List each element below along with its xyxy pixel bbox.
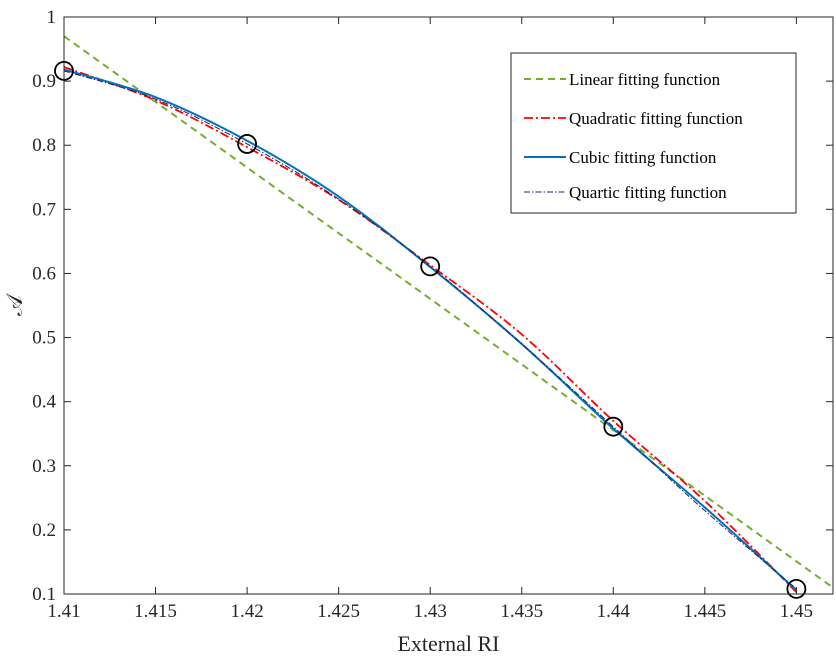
x-axis: 1.41 1.415 1.42 1.425 1.43 1.435 1.44 1.445 1.45 [47, 17, 813, 622]
y-tick-label: 0.3 [32, 456, 56, 477]
x-tick-label: 1.415 [134, 601, 177, 622]
legend-box [510, 52, 797, 214]
y-axis: 0.1 0.2 0.3 0.4 0.5 0.6 0.7 0.8 0.9 1 [32, 7, 833, 605]
x-tick-label: 1.43 [414, 601, 447, 622]
x-tick-label: 1.44 [597, 601, 631, 622]
x-axis-title: External RI [397, 631, 499, 656]
series-line-linear-fitting-function [63, 35, 834, 589]
y-tick-label: 0.9 [32, 71, 56, 92]
series-line-cubic-fitting-function [63, 68, 798, 591]
y-tick-label: 0.1 [32, 584, 56, 605]
y-tick-label: 0.2 [32, 520, 56, 541]
x-tick-label: 1.42 [230, 601, 263, 622]
y-tick-label: 0.4 [32, 392, 56, 413]
y-tick-label: 0.8 [32, 135, 56, 156]
data-point-marker [237, 134, 257, 154]
legend-label: Quadratic fitting function [569, 109, 743, 128]
x-tick-label: 1.445 [683, 601, 726, 622]
legend: Linear fitting function Quadratic fitting… [510, 52, 797, 214]
y-tick-label: 1 [47, 7, 57, 28]
x-tick-label: 1.41 [47, 601, 80, 622]
plot-markers [54, 60, 807, 599]
legend-label: Cubic fitting function [569, 148, 717, 167]
data-point-marker [420, 256, 441, 277]
plot-frame [63, 16, 834, 595]
legend-label: Quartic fitting function [569, 183, 727, 202]
x-tick-label: 1.435 [500, 601, 543, 622]
y-tick-label: 0.6 [32, 263, 56, 284]
data-point-marker [603, 416, 624, 437]
y-tick-label: 0.5 [32, 328, 56, 349]
y-tick-label: 0.7 [32, 199, 56, 220]
y-axis-title: 𝒜 [2, 293, 27, 316]
x-tick-label: 1.425 [317, 601, 360, 622]
data-point-marker [786, 578, 807, 599]
legend-label: Linear fitting function [569, 70, 721, 89]
x-tick-label: 1.45 [780, 601, 813, 622]
series-line-quartic-fitting-function [63, 70, 797, 590]
